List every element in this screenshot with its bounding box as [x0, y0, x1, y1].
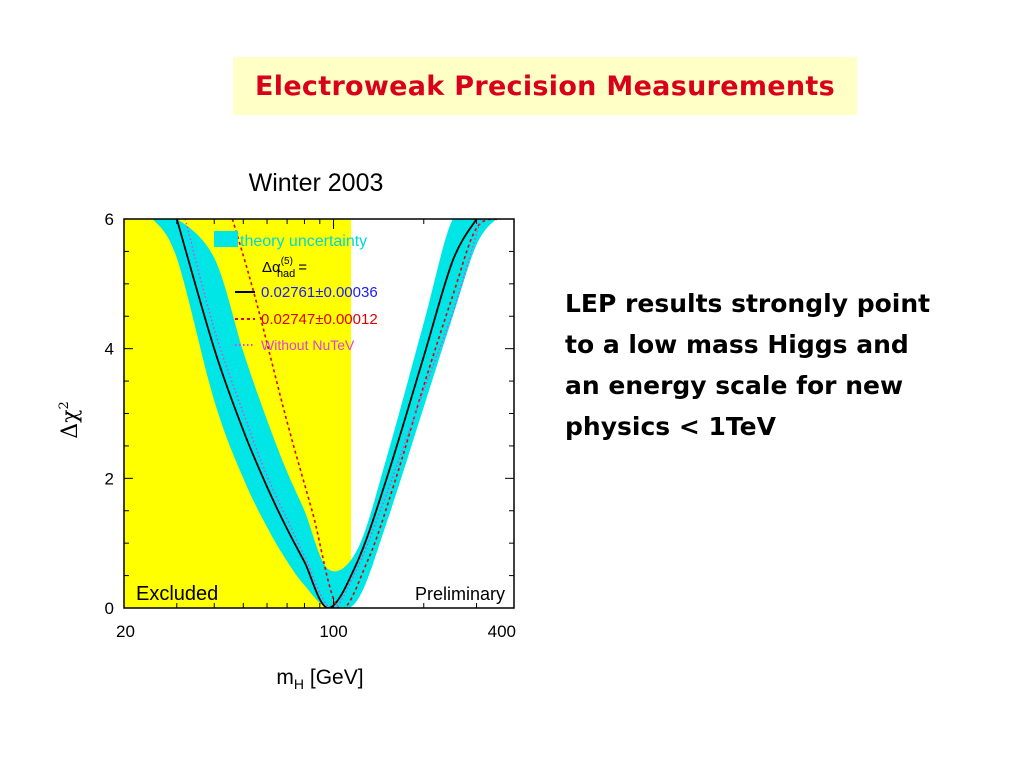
y-tick-label: 2	[105, 469, 114, 488]
legend-nominal-label: 0.02761±0.00036	[261, 284, 378, 301]
y-tick-label: 0	[105, 599, 114, 618]
legend-theory-label: theory uncertainty	[240, 233, 367, 250]
chart-title: Winter 2003	[249, 169, 384, 197]
y-tick-label: 6	[105, 210, 114, 229]
x-tick-label: 100	[319, 622, 347, 641]
caption-line: an energy scale for new	[565, 371, 904, 400]
slide-title-box: Electroweak Precision Measurements	[233, 57, 857, 115]
excluded-label: Excluded	[136, 583, 218, 605]
legend-alt-label: 0.02747±0.00012	[261, 311, 378, 328]
caption-block: LEP results strongly point to a low mass…	[565, 283, 1015, 447]
legend-theory-swatch	[214, 231, 238, 247]
y-axis-label: Δχ2	[57, 401, 83, 439]
caption-line: physics < 1TeV	[565, 412, 776, 441]
slide-title: Electroweak Precision Measurements	[255, 70, 835, 102]
preliminary-label: Preliminary	[415, 584, 505, 604]
series-curve-dashed	[231, 219, 501, 608]
x-tick-label: 400	[488, 622, 516, 641]
x-tick-label: 20	[116, 622, 135, 641]
series-curve-solid	[175, 219, 478, 608]
y-tick-label: 4	[105, 340, 114, 359]
legend-delta-alpha-header: Δα(5) had =	[262, 256, 307, 280]
series-curve-dotted	[184, 219, 482, 608]
caption-line: to a low mass Higgs and	[565, 330, 909, 359]
x-axis-label: mH [GeV]	[276, 666, 363, 692]
caption-line: LEP results strongly point	[565, 289, 931, 318]
legend-no-nutev-label: Without NuTeV	[261, 337, 355, 353]
